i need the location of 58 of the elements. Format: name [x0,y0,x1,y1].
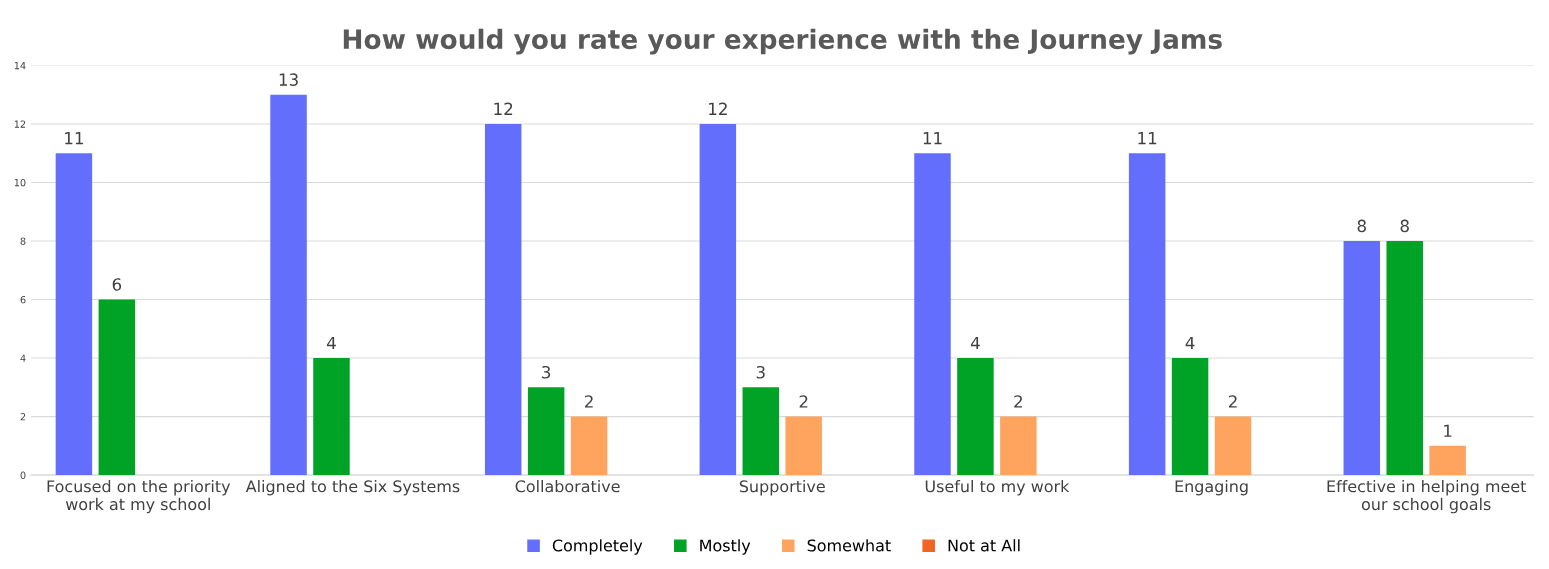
x-tick-label: Useful to my work [925,479,1070,496]
bar [527,387,565,476]
bar [1171,358,1209,476]
y-tick-label: 14 [14,62,26,70]
data-label: 4 [970,336,980,350]
bar [957,358,994,476]
bar [1214,416,1252,476]
y-tick-label: 12 [14,120,26,128]
chart-title: How would you rate your experience with the Journey Jams [343,28,1222,55]
legend-label: Somewhat [807,539,891,552]
bar [699,123,737,476]
data-label: 2 [584,395,593,408]
data-label: 12 [709,102,727,115]
bar [914,153,951,476]
data-label: 3 [756,365,765,379]
legend-label: Not at All [948,539,1020,552]
bar [98,299,136,476]
data-label: 4 [327,336,336,350]
y-tick-label: 0 [20,471,26,479]
data-label: 4 [1185,336,1195,350]
y-tick-label: 10 [14,178,26,187]
bar [1386,241,1423,476]
y-tick-label: 2 [20,413,26,421]
bar [484,123,522,476]
y-tick-label: 8 [20,237,26,245]
legend-label: Completely [552,539,643,555]
data-label: 6 [112,278,122,291]
bar [1343,241,1381,476]
bar [1000,416,1037,476]
x-tick-label: Focused on the priority work at my school [47,479,231,514]
bar [270,94,307,476]
data-label: 8 [1357,219,1366,233]
x-tick-label: Collaborative [515,479,620,493]
bar [1128,153,1166,476]
x-tick-label: Supportive [739,479,825,496]
data-label: 11 [1138,132,1157,145]
data-label: 3 [542,365,551,379]
data-label: 2 [799,395,808,408]
bar [55,153,93,476]
y-tick-label: 4 [20,354,26,362]
data-label: 2 [1014,395,1022,408]
y-tick-label: 6 [20,296,26,304]
bar [785,416,822,476]
bar [313,358,350,476]
x-tick-label: Aligned to the Six Systems [245,479,460,496]
x-tick-label: Effective in helping meet our school goals [1327,479,1527,514]
x-tick-label: Engaging [1175,479,1248,496]
data-label: 8 [1400,219,1409,233]
data-label: 11 [923,132,942,145]
bar [570,416,608,476]
bar [1429,445,1466,476]
data-label: 12 [494,102,513,115]
data-label: 13 [279,73,298,86]
data-label: 2 [1228,395,1237,408]
data-label: 1 [1444,424,1452,437]
legend-label: Mostly [700,539,751,555]
bar [742,387,780,476]
data-label: 11 [65,132,83,145]
